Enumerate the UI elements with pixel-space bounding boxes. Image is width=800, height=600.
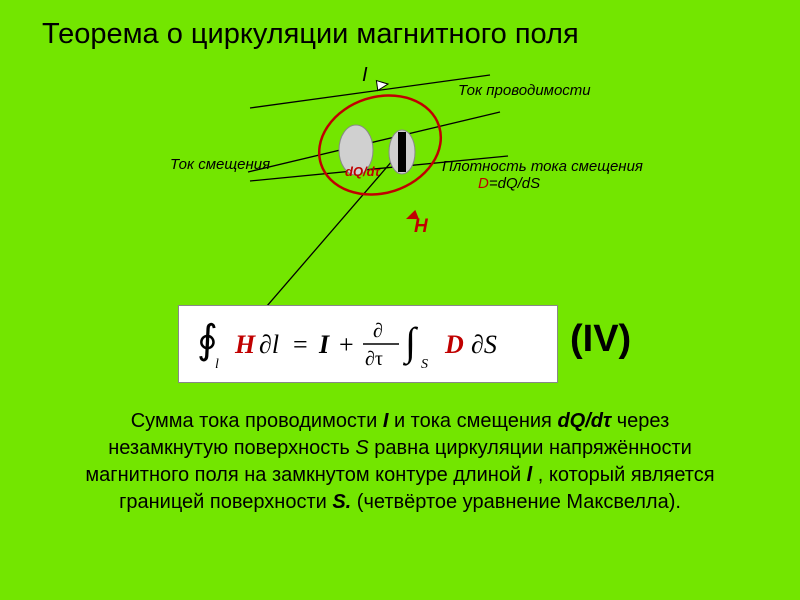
desc-t7: , который является	[532, 464, 714, 486]
label-displacement: Ток смещения	[170, 156, 270, 173]
diagram-svg	[0, 70, 800, 330]
svg-text:∫: ∫	[402, 319, 419, 366]
label-dqdt: dQ/dτ	[345, 164, 380, 179]
desc-t8: границей поверхности	[119, 491, 332, 513]
slide-title: Теорема о циркуляции магнитного поля	[0, 0, 800, 51]
equation-number: (IV)	[570, 318, 631, 361]
label-density: Плотность тока смещения D=dQ/dS	[442, 158, 672, 192]
desc-t3: через	[611, 410, 669, 432]
desc-s2: S.	[332, 491, 351, 513]
label-i: I	[362, 64, 368, 87]
desc-t9: (четвёртое уравнение Максвелла).	[351, 491, 681, 513]
svg-text:+: +	[339, 330, 354, 359]
svg-text:S: S	[421, 357, 428, 372]
svg-text:I: I	[318, 330, 330, 359]
formula-box: ∮ l H ∂l = I + ∂ ∂τ ∫ S D ∂S	[178, 305, 558, 383]
svg-text:=: =	[293, 330, 308, 359]
label-h: H	[414, 216, 428, 238]
label-density-d: D	[478, 175, 489, 192]
desc-dqdt: dQ/dτ	[557, 410, 611, 432]
svg-text:∂τ: ∂τ	[365, 348, 383, 370]
label-conduction: Ток проводимости	[458, 82, 591, 99]
desc-t1: Сумма тока проводимости	[131, 410, 383, 432]
formula-svg: ∮ l H ∂l = I + ∂ ∂τ ∫ S D ∂S	[193, 313, 543, 375]
red-contour	[306, 80, 454, 210]
description: Сумма тока проводимости I и тока смещени…	[24, 408, 776, 516]
wire-line-top	[250, 75, 490, 108]
desc-s: S	[355, 437, 368, 459]
svg-text:∮: ∮	[197, 317, 218, 362]
svg-text:∂S: ∂S	[471, 330, 497, 359]
desc-t6: магнитного поля на замкнутом контуре дли…	[85, 464, 526, 486]
svg-text:∂: ∂	[373, 320, 383, 342]
label-density-rest: =dQ/dS	[489, 175, 540, 192]
desc-t2: и тока смещения	[388, 410, 557, 432]
diagram: I Ток проводимости Ток смещения dQ/dτ Пл…	[0, 70, 800, 290]
desc-t4: незамкнутую поверхность	[108, 437, 355, 459]
svg-text:H: H	[234, 330, 256, 359]
svg-text:l: l	[215, 357, 219, 372]
svg-text:∂l: ∂l	[259, 330, 279, 359]
conductor-rect	[398, 132, 406, 172]
desc-t5: равна циркуляции напряжённости	[369, 437, 692, 459]
label-density-line1: Плотность тока смещения	[442, 158, 643, 175]
svg-text:D: D	[444, 330, 464, 359]
